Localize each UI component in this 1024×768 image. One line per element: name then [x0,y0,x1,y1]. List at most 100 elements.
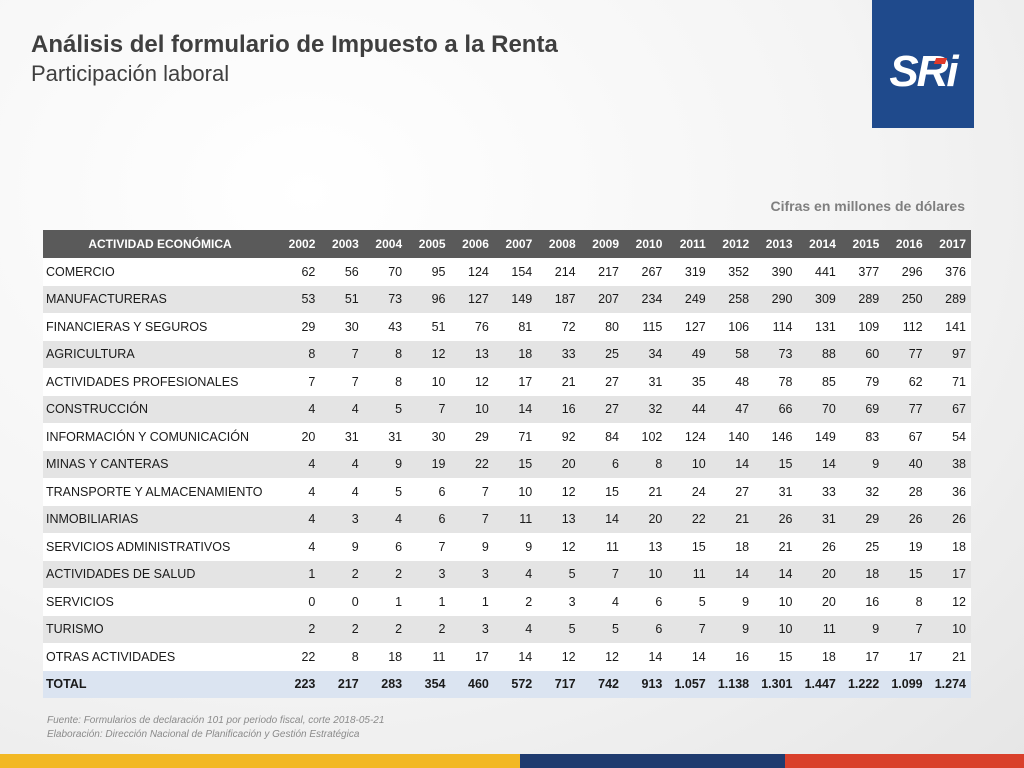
value-cell: 17 [884,643,928,671]
value-cell: 48 [710,368,755,396]
value-cell: 249 [667,285,711,313]
table-row: ACTIVIDADES PROFESIONALES 7 7 8 10 12 17 21 27 31… [43,368,971,396]
value-cell: 124 [450,258,494,286]
value-cell: 79 [840,368,885,396]
activity-name-cell: ACTIVIDADES PROFESIONALES [43,368,277,396]
value-cell: 54 [927,423,971,451]
value-cell: 51 [320,285,364,313]
value-cell: 114 [754,313,798,341]
value-cell: 1 [277,560,321,588]
value-cell: 11 [667,560,711,588]
value-cell: 80 [580,313,624,341]
value-cell: 70 [363,258,408,286]
value-cell: 22 [667,505,711,533]
value-cell: 24 [667,478,711,506]
column-header-year: 2012 [710,230,755,258]
total-value-cell: 1.222 [840,670,885,698]
value-cell: 26 [797,533,841,561]
column-header-year: 2017 [927,230,971,258]
value-cell: 5 [363,395,408,423]
total-value-cell: 1.274 [927,670,971,698]
value-cell: 9 [450,533,494,561]
value-cell: 11 [797,615,841,643]
value-cell: 319 [667,258,711,286]
value-cell: 14 [667,643,711,671]
value-cell: 7 [320,340,364,368]
value-cell: 7 [320,368,364,396]
value-cell: 25 [840,533,885,561]
value-cell: 16 [840,588,885,616]
value-cell: 2 [320,560,364,588]
value-cell: 2 [363,615,408,643]
value-cell: 21 [537,368,581,396]
value-cell: 97 [927,340,971,368]
value-cell: 12 [927,588,971,616]
value-cell: 234 [624,285,668,313]
value-cell: 4 [277,395,321,423]
value-cell: 15 [884,560,928,588]
activity-name-cell: TURISMO [43,615,277,643]
value-cell: 131 [797,313,841,341]
value-cell: 102 [624,423,668,451]
value-cell: 106 [710,313,755,341]
value-cell: 18 [797,643,841,671]
value-cell: 17 [450,643,494,671]
value-cell: 22 [277,643,321,671]
table-row: INFORMACIÓN Y COMUNICACIÓN 20 31 31 30 29 71 92… [43,423,971,451]
value-cell: 73 [754,340,798,368]
column-header-activity: ACTIVIDAD ECONÓMICA [43,230,277,258]
value-cell: 71 [493,423,538,451]
value-cell: 8 [277,340,321,368]
value-cell: 214 [537,258,581,286]
value-cell: 77 [884,395,928,423]
value-cell: 26 [754,505,798,533]
value-cell: 9 [840,615,885,643]
table-row: INMOBILIARIAS 4 3 4 6 7 11 13 14 20 22 21 26 31 29 26 26 [43,505,971,533]
value-cell: 17 [927,560,971,588]
value-cell: 154 [493,258,538,286]
total-value-cell: 283 [363,670,408,698]
column-header-year: 2014 [797,230,841,258]
value-cell: 4 [580,588,624,616]
value-cell: 4 [277,478,321,506]
total-value-cell: 1.301 [754,670,798,698]
value-cell: 6 [580,450,624,478]
value-cell: 96 [407,285,451,313]
value-cell: 18 [710,533,755,561]
value-cell: 1 [450,588,494,616]
value-cell: 10 [667,450,711,478]
column-header-year: 2013 [754,230,798,258]
value-cell: 12 [450,368,494,396]
activity-name-cell: FINANCIERAS Y SEGUROS [43,313,277,341]
value-cell: 30 [407,423,451,451]
value-cell: 10 [927,615,971,643]
total-value-cell: 717 [537,670,581,698]
value-cell: 7 [884,615,928,643]
value-cell: 187 [537,285,581,313]
value-cell: 12 [537,478,581,506]
value-cell: 9 [840,450,885,478]
table-row: TURISMO 2 2 2 2 3 4 5 5 6 7 9 10 11 9 7 10 [43,615,971,643]
table-row: TRANSPORTE Y ALMACENAMIENTO 4 4 5 6 7 10 12 15 21… [43,478,971,506]
economic-activity-table: ACTIVIDAD ECONÓMICA 2002 2003 2004 2005 2006 2… [43,230,971,698]
value-cell: 2 [320,615,364,643]
value-cell: 15 [493,450,538,478]
value-cell: 56 [320,258,364,286]
value-cell: 16 [710,643,755,671]
value-cell: 33 [797,478,841,506]
activity-name-cell: CONSTRUCCIÓN [43,395,277,423]
value-cell: 127 [667,313,711,341]
activity-name-cell: ACTIVIDADES DE SALUD [43,560,277,588]
value-cell: 6 [407,505,451,533]
value-cell: 7 [667,615,711,643]
value-cell: 149 [797,423,841,451]
value-cell: 5 [537,560,581,588]
activity-name-cell: INMOBILIARIAS [43,505,277,533]
value-cell: 60 [840,340,885,368]
value-cell: 71 [927,368,971,396]
value-cell: 32 [624,395,668,423]
value-cell: 16 [537,395,581,423]
total-value-cell: 572 [493,670,538,698]
value-cell: 21 [927,643,971,671]
activity-name-cell: SERVICIOS ADMINISTRATIVOS [43,533,277,561]
